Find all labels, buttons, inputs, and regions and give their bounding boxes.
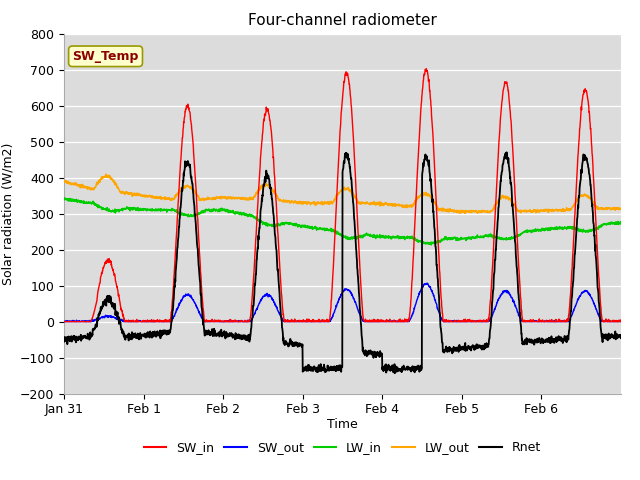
- LW_in: [314, 226, 322, 231]
- SW_out: [314, 319, 322, 324]
- Line: SW_out: SW_out: [64, 283, 621, 322]
- LW_in: [566, 224, 573, 229]
- LW_out: [479, 208, 486, 214]
- LW_in: [60, 195, 68, 201]
- Line: Rnet: Rnet: [64, 152, 621, 373]
- LW_in: [479, 234, 486, 240]
- LW_out: [60, 179, 68, 185]
- SW_out: [566, 317, 573, 323]
- SW_out: [60, 319, 68, 324]
- LW_in: [617, 219, 625, 225]
- LW_out: [102, 171, 110, 177]
- LW_out: [314, 199, 322, 205]
- LW_in: [550, 226, 557, 232]
- SW_out: [617, 319, 625, 324]
- SW_in: [617, 319, 625, 324]
- Title: Four-channel radiometer: Four-channel radiometer: [248, 13, 437, 28]
- SW_in: [478, 319, 486, 324]
- SW_in: [616, 317, 624, 323]
- Rnet: [617, 332, 625, 338]
- Y-axis label: Solar radiation (W/m2): Solar radiation (W/m2): [1, 143, 14, 285]
- Legend: SW_in, SW_out, LW_in, LW_out, Rnet: SW_in, SW_out, LW_in, LW_out, Rnet: [139, 436, 546, 459]
- SW_out: [424, 280, 431, 286]
- SW_in: [550, 319, 557, 324]
- Rnet: [550, 336, 557, 342]
- Rnet: [373, 351, 381, 357]
- SW_in: [314, 318, 322, 324]
- LW_out: [461, 211, 469, 216]
- Rnet: [314, 366, 322, 372]
- Text: SW_Temp: SW_Temp: [72, 50, 139, 63]
- Rnet: [503, 149, 511, 155]
- Rnet: [617, 335, 625, 341]
- Line: LW_in: LW_in: [64, 198, 621, 245]
- Line: SW_in: SW_in: [64, 69, 621, 322]
- LW_out: [617, 206, 625, 212]
- LW_in: [61, 195, 68, 201]
- SW_in: [60, 319, 68, 324]
- X-axis label: Time: Time: [327, 418, 358, 431]
- SW_out: [478, 319, 486, 324]
- LW_in: [428, 242, 435, 248]
- LW_out: [566, 208, 573, 214]
- SW_in: [422, 66, 430, 72]
- SW_out: [616, 318, 624, 324]
- LW_out: [617, 206, 625, 212]
- SW_in: [566, 306, 573, 312]
- SW_in: [373, 319, 381, 324]
- Rnet: [60, 336, 68, 342]
- LW_in: [373, 232, 381, 238]
- Rnet: [478, 344, 486, 349]
- LW_in: [617, 221, 625, 227]
- LW_out: [550, 208, 557, 214]
- Line: LW_out: LW_out: [64, 174, 621, 214]
- SW_out: [373, 319, 381, 324]
- Rnet: [566, 321, 573, 327]
- LW_out: [373, 201, 381, 206]
- Rnet: [391, 371, 399, 376]
- SW_out: [550, 319, 557, 324]
